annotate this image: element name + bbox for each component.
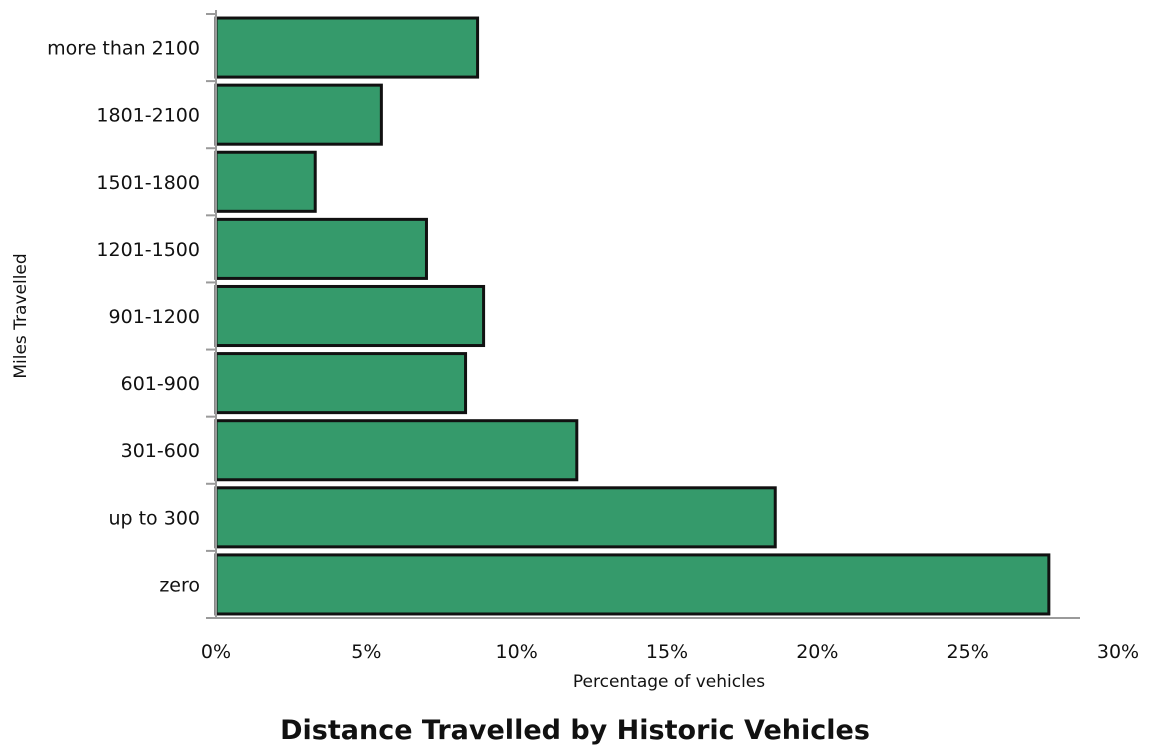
category-label: zero xyxy=(159,574,200,596)
bar-301-600 xyxy=(214,419,579,482)
chart-title: Distance Travelled by Historic Vehicles xyxy=(280,715,870,746)
bar-1501-1800 xyxy=(214,150,317,213)
bar-up-to-300 xyxy=(214,486,777,549)
x-tick-label: 10% xyxy=(496,641,538,663)
category-label: 1501-1800 xyxy=(96,172,200,194)
x-tick-labels: 0% 5% 10% 15% 20% 25% 30% xyxy=(201,641,1139,663)
category-label: 1201-1500 xyxy=(96,239,200,261)
category-label: more than 2100 xyxy=(47,38,200,60)
category-label: 901-1200 xyxy=(109,306,200,328)
x-tick-label: 25% xyxy=(947,641,989,663)
category-labels: more than 2100 1801-2100 1501-1800 1201-150… xyxy=(47,38,200,597)
bars-group xyxy=(214,16,1051,616)
category-label: up to 300 xyxy=(108,507,200,529)
x-tick-label: 0% xyxy=(201,641,231,663)
category-label: 1801-2100 xyxy=(96,105,200,127)
bar-901-1200 xyxy=(214,284,486,348)
bar-1801-2100 xyxy=(214,83,383,146)
category-label: 601-900 xyxy=(121,373,200,395)
bar-1201-1500 xyxy=(214,217,428,280)
category-label: 301-600 xyxy=(121,440,200,462)
bar-zero xyxy=(214,553,1051,616)
bar-more-than-2100 xyxy=(214,16,480,79)
x-tick-label: 30% xyxy=(1097,641,1139,663)
x-tick-label: 20% xyxy=(796,641,838,663)
bar-601-900 xyxy=(214,352,468,415)
x-tick-label: 5% xyxy=(351,641,381,663)
y-tick-marks xyxy=(206,13,216,619)
x-tick-label: 15% xyxy=(646,641,688,663)
x-axis-title: Percentage of vehicles xyxy=(573,672,765,692)
y-axis-title: Miles Travelled xyxy=(11,253,31,378)
